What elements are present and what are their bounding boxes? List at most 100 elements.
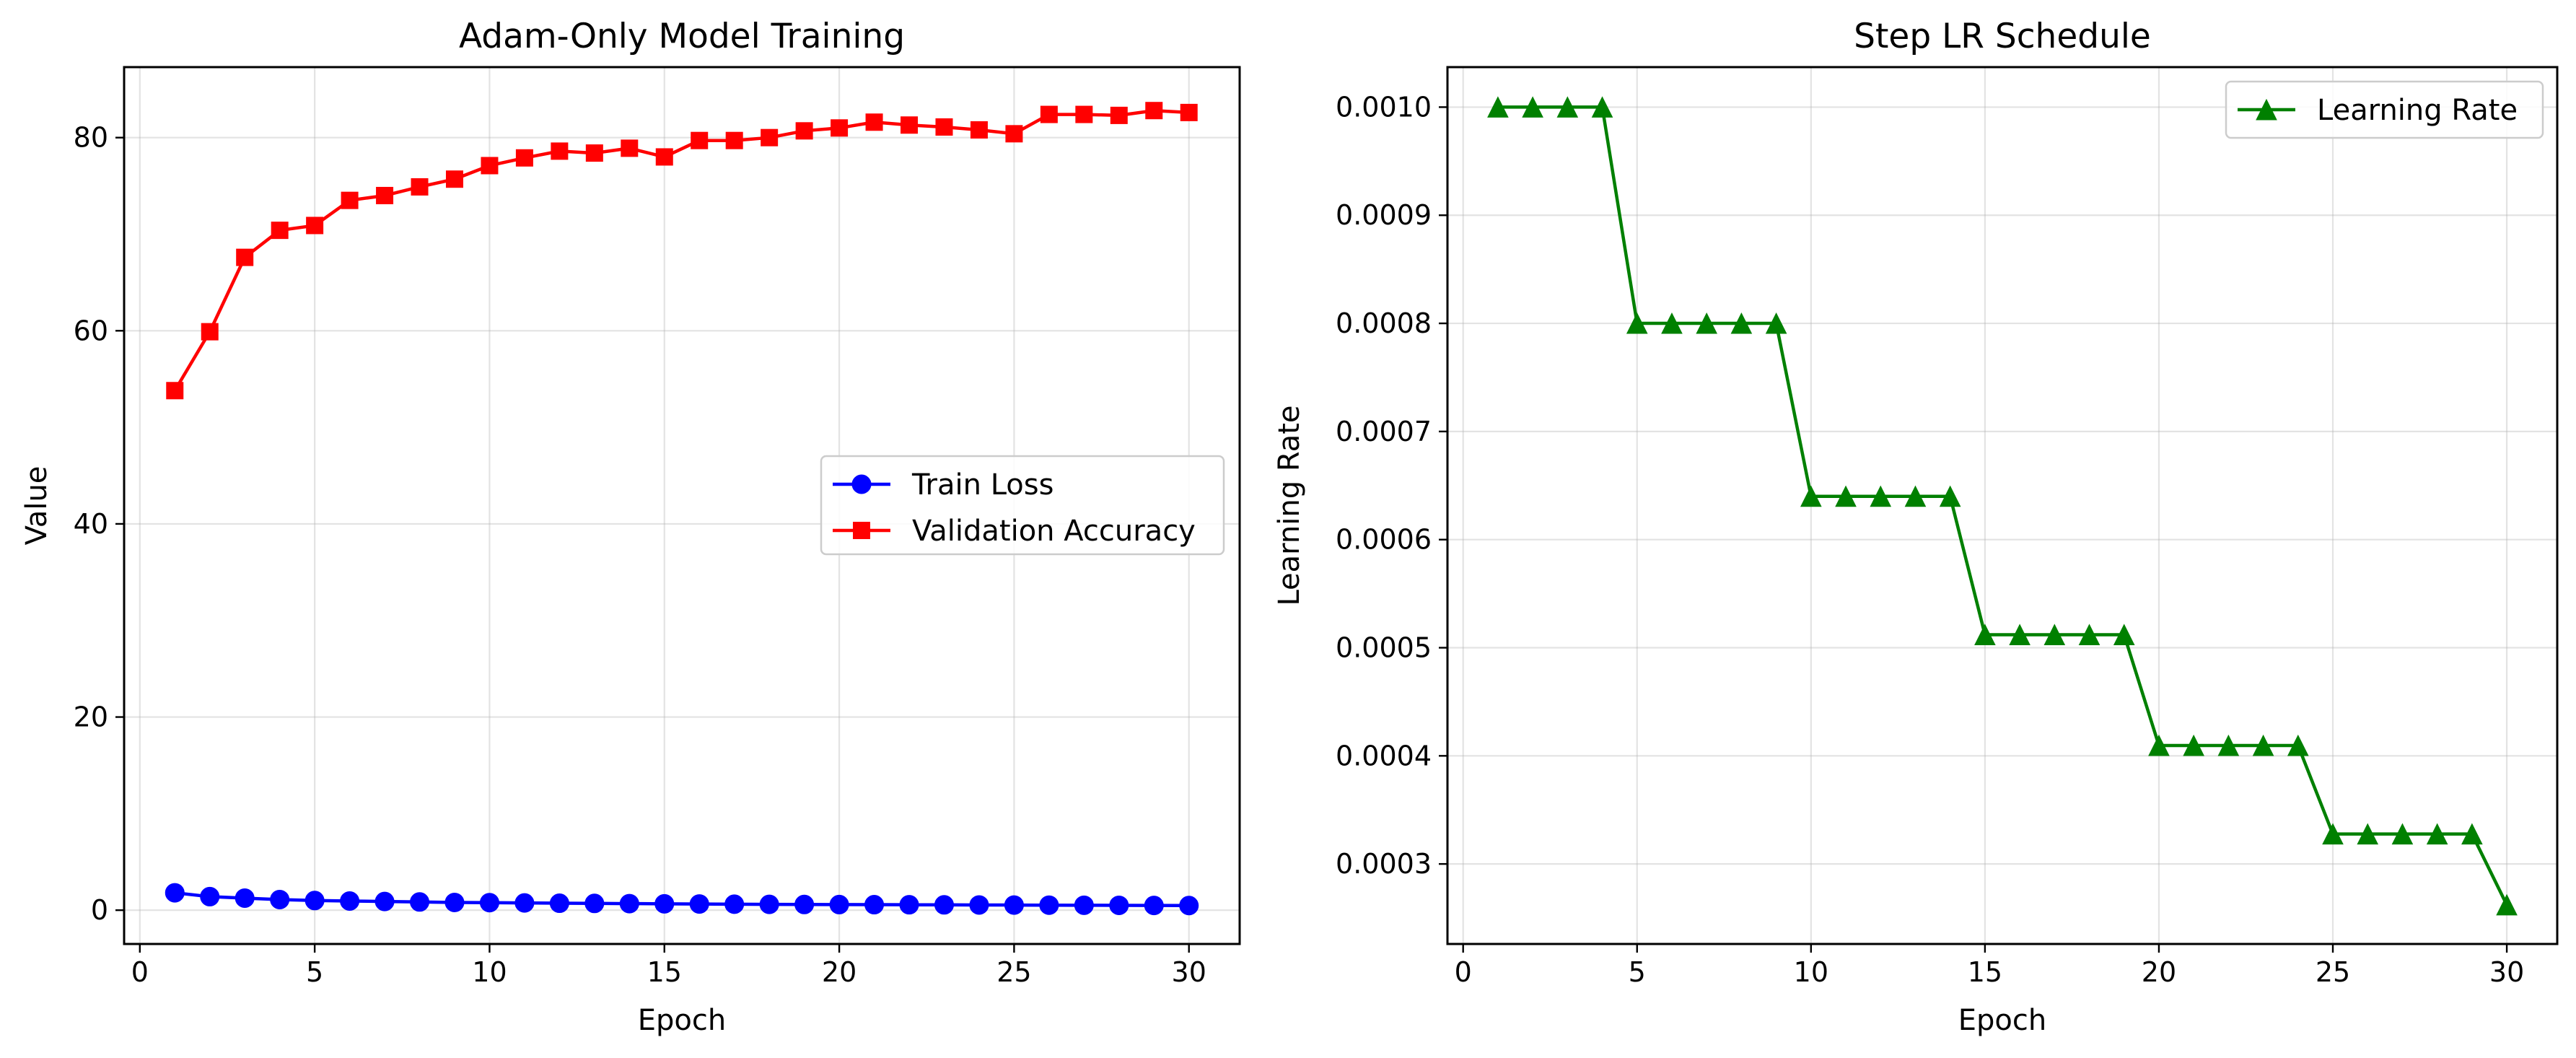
right-x-axis-label: Epoch bbox=[1958, 1004, 2046, 1037]
left-data-point bbox=[515, 149, 533, 167]
right-data-point bbox=[2322, 823, 2344, 845]
right-data-point bbox=[2357, 823, 2379, 845]
left-legend: Train Loss Validation Accuracy bbox=[820, 455, 1225, 556]
left-data-point bbox=[654, 893, 675, 914]
left-legend-item: Train Loss bbox=[833, 468, 1053, 502]
left-legend-swatch-marker bbox=[853, 522, 870, 539]
left-data-point bbox=[724, 894, 745, 914]
left-data-point bbox=[411, 178, 429, 196]
right-data-point bbox=[1730, 312, 1753, 334]
left-data-point bbox=[201, 323, 219, 341]
left-data-point bbox=[306, 217, 324, 235]
right-y-axis-label: Learning Rate bbox=[1273, 405, 1306, 605]
left-data-point bbox=[305, 891, 325, 911]
left-legend-item: Validation Accuracy bbox=[833, 515, 1196, 548]
right-legend-label: Learning Rate bbox=[2317, 94, 2518, 127]
left-chart: 0 5 10 15 20 25 30 0 20 40 60 80 Adam-Only Model Tra… bbox=[20, 17, 1241, 1037]
right-data-point bbox=[1939, 485, 1961, 507]
right-axes-frame bbox=[1446, 66, 2559, 945]
right-x-tick-label: 10 bbox=[1794, 956, 1828, 988]
right-y-tick-label: 0.0010 bbox=[1336, 91, 1432, 123]
left-legend-label: Train Loss bbox=[911, 468, 1053, 502]
left-series-line-0 bbox=[175, 891, 1189, 907]
right-data-point bbox=[2183, 734, 2204, 756]
left-x-tick-label: 15 bbox=[647, 956, 682, 988]
left-y-tick-label: 80 bbox=[74, 122, 108, 154]
right-y-tick-label: 0.0004 bbox=[1336, 740, 1432, 771]
right-data-point bbox=[2043, 624, 2066, 646]
right-data-point bbox=[1522, 96, 1543, 118]
right-y-tick-label: 0.0003 bbox=[1336, 848, 1432, 880]
right-chart-title: Step LR Schedule bbox=[1854, 17, 2151, 56]
left-data-point bbox=[1040, 105, 1058, 123]
right-data-point bbox=[1487, 96, 1509, 118]
left-data-point bbox=[934, 895, 954, 915]
left-data-point bbox=[1004, 895, 1024, 915]
left-chart-title: Adam-Only Model Training bbox=[459, 17, 905, 56]
left-data-point bbox=[1144, 896, 1164, 916]
left-data-point bbox=[374, 891, 395, 911]
left-data-point bbox=[551, 142, 569, 160]
left-data-point bbox=[514, 893, 535, 913]
right-data-point bbox=[1870, 485, 1892, 507]
left-data-point bbox=[200, 886, 220, 906]
left-data-point bbox=[444, 892, 465, 912]
left-legend-box bbox=[820, 455, 1225, 556]
left-data-point bbox=[479, 893, 499, 913]
left-data-point bbox=[899, 895, 919, 915]
left-data-point bbox=[376, 186, 394, 204]
right-data-point bbox=[2009, 624, 2030, 646]
right-data-point bbox=[1974, 624, 1996, 646]
right-data-point bbox=[1661, 312, 1683, 334]
left-data-point bbox=[725, 131, 743, 149]
right-series-line-0 bbox=[1497, 105, 2509, 906]
left-data-point bbox=[1179, 896, 1199, 916]
left-x-axis-label: Epoch bbox=[638, 1004, 726, 1037]
left-data-point bbox=[864, 895, 885, 915]
left-data-point bbox=[271, 222, 289, 240]
left-y-tick-label: 20 bbox=[74, 701, 108, 733]
right-y-tick-label: 0.0007 bbox=[1336, 416, 1432, 447]
right-data-point bbox=[2252, 734, 2274, 756]
right-legend-swatch-marker bbox=[2256, 98, 2277, 121]
left-data-point bbox=[270, 889, 290, 909]
left-legend-label: Validation Accuracy bbox=[912, 515, 1196, 548]
left-data-point bbox=[759, 894, 779, 914]
left-data-point bbox=[1039, 895, 1059, 915]
left-data-point bbox=[481, 157, 499, 175]
right-data-point bbox=[1556, 96, 1579, 118]
left-data-point bbox=[689, 894, 709, 914]
left-data-point bbox=[1180, 103, 1198, 121]
left-data-point bbox=[1145, 102, 1163, 120]
left-data-point bbox=[584, 893, 605, 914]
left-x-tick-label: 10 bbox=[472, 956, 507, 988]
right-x-tick-label: 20 bbox=[2142, 956, 2176, 988]
left-data-point bbox=[341, 191, 359, 209]
left-axes-frame bbox=[123, 66, 1241, 945]
right-y-tick-label: 0.0008 bbox=[1336, 307, 1432, 339]
left-data-point bbox=[794, 894, 815, 914]
right-x-tick-label: 5 bbox=[1629, 956, 1646, 988]
right-data-point bbox=[2496, 893, 2518, 916]
left-data-point bbox=[795, 122, 813, 140]
left-data-point bbox=[831, 119, 849, 137]
left-data-point bbox=[655, 148, 673, 166]
left-data-point bbox=[761, 128, 779, 147]
right-data-point bbox=[1835, 485, 1857, 507]
left-x-tick-label: 5 bbox=[306, 956, 323, 988]
left-data-point bbox=[1005, 125, 1023, 143]
right-data-point bbox=[1696, 312, 1717, 334]
left-x-tick-label: 25 bbox=[996, 956, 1031, 988]
left-legend-swatch-marker bbox=[851, 474, 872, 494]
left-data-point bbox=[1109, 895, 1129, 915]
left-data-point bbox=[166, 382, 184, 400]
right-legend-box bbox=[2225, 80, 2544, 139]
right-data-point bbox=[2287, 734, 2309, 756]
left-data-point bbox=[1110, 106, 1128, 124]
right-data-point bbox=[2426, 823, 2448, 845]
left-data-point bbox=[619, 893, 639, 914]
right-y-tick-label: 0.0006 bbox=[1336, 524, 1432, 556]
right-legend-item: Learning Rate bbox=[2238, 94, 2518, 127]
left-data-point bbox=[410, 892, 430, 912]
